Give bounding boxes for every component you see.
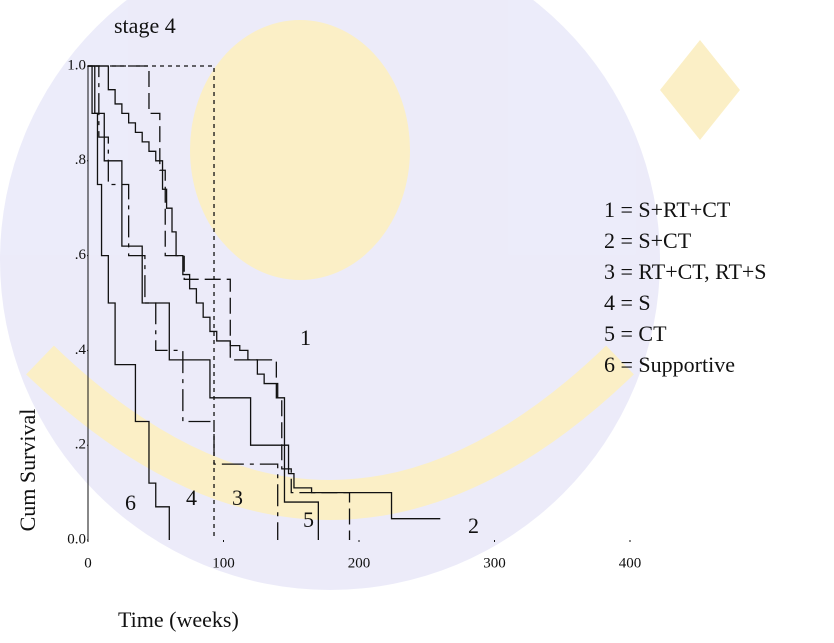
legend-entry: 6 = Supportive [604, 352, 735, 377]
y-tick-label: 0.0 [67, 531, 86, 547]
x-tick-label: 0 [84, 555, 92, 571]
legend-entry: 5 = CT [604, 321, 667, 346]
y-tick-label: .6 [75, 247, 87, 263]
legend-entry: 3 = RT+CT, RT+S [604, 259, 767, 284]
y-axis-label: Cum Survival [15, 409, 40, 532]
y-tick-label: .4 [75, 342, 87, 358]
watermark-crown [190, 20, 410, 280]
legend-entry: 2 = S+CT [604, 228, 692, 253]
curve-label: 2 [468, 513, 479, 538]
chart-title: stage 4 [114, 13, 176, 38]
curve-label: 5 [303, 507, 314, 532]
curve-label: 1 [300, 325, 311, 350]
y-tick-label: .2 [75, 437, 86, 453]
x-tick-label: 200 [348, 555, 371, 571]
legend-entry: 4 = S [604, 290, 651, 315]
curve-label: 4 [186, 485, 197, 510]
x-axis-label: Time (weeks) [118, 607, 239, 632]
page: {"chart_data": {"type": "step-line", "ti… [0, 0, 834, 643]
curve-label: 3 [232, 485, 243, 510]
x-tick-label: 100 [212, 555, 235, 571]
x-tick-label: 300 [483, 555, 506, 571]
legend-entry: 1 = S+RT+CT [604, 197, 731, 222]
watermark-flower [660, 40, 740, 140]
y-tick-label: 1.0 [67, 57, 86, 73]
x-tick-label: 400 [619, 555, 642, 571]
chart: stage 4 Time (weeks) Cum Survival 0.0 .2.… [0, 0, 834, 643]
curve-label: 6 [125, 490, 136, 515]
y-tick-label: .8 [75, 152, 86, 168]
